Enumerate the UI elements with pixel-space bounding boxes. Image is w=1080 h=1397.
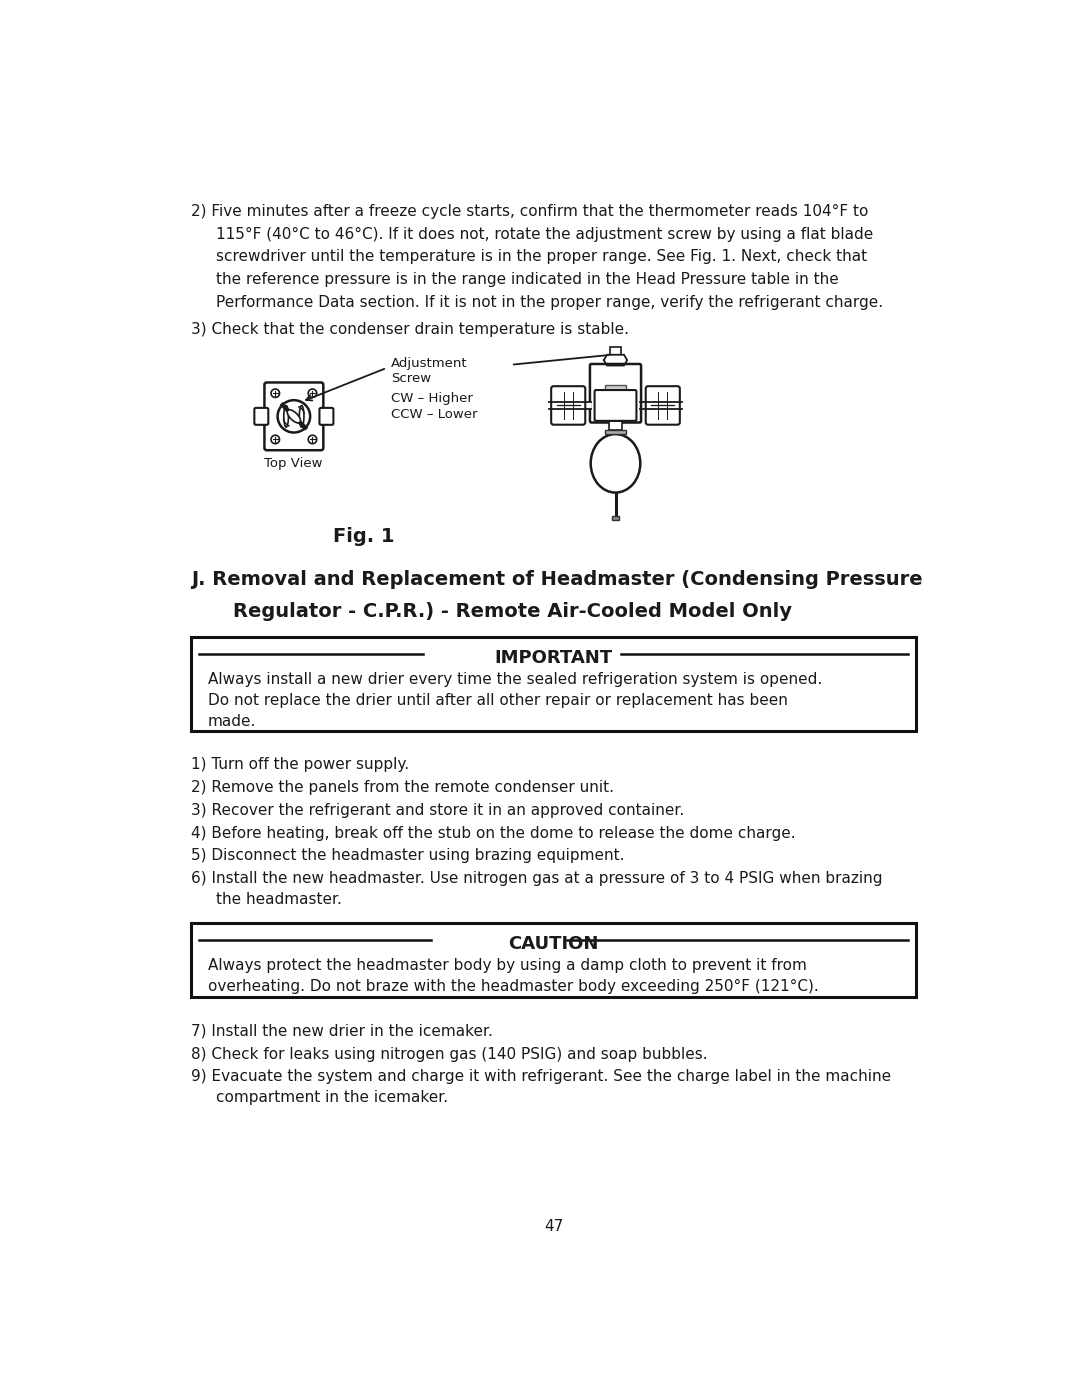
Text: made.: made. [207,714,256,729]
Text: Always protect the headmaster body by using a damp cloth to prevent it from: Always protect the headmaster body by us… [207,958,807,974]
Bar [605,386,626,391]
Bar [191,637,916,731]
Text: the reference pressure is in the range indicated in the Head Pressure table in t: the reference pressure is in the range i… [216,272,838,286]
Polygon shape [604,355,627,366]
FancyBboxPatch shape [646,386,679,425]
Bar [608,420,622,430]
Text: 2) Remove the panels from the remote condenser unit.: 2) Remove the panels from the remote con… [191,780,613,795]
Circle shape [278,400,310,433]
Circle shape [271,436,280,444]
Text: Regulator - C.P.R.) - Remote Air-Cooled Model Only: Regulator - C.P.R.) - Remote Air-Cooled … [233,602,793,620]
FancyBboxPatch shape [255,408,268,425]
Text: 1) Turn off the power supply.: 1) Turn off the power supply. [191,757,409,773]
Text: 3) Check that the condenser drain temperature is stable.: 3) Check that the condenser drain temper… [191,321,629,337]
Text: Do not replace the drier until after all other repair or replacement has been: Do not replace the drier until after all… [207,693,787,708]
Text: Performance Data section. If it is not in the proper range, verify the refrigera: Performance Data section. If it is not i… [216,295,882,310]
Circle shape [271,388,280,398]
Ellipse shape [591,434,640,493]
Circle shape [308,436,316,444]
Text: Always install a new drier every time the sealed refrigeration system is opened.: Always install a new drier every time th… [207,672,822,687]
FancyBboxPatch shape [590,365,642,422]
Text: IMPORTANT: IMPORTANT [495,648,612,666]
Text: 7) Install the new drier in the icemaker.: 7) Install the new drier in the icemaker… [191,1024,492,1039]
Text: 4) Before heating, break off the stub on the dome to release the dome charge.: 4) Before heating, break off the stub on… [191,826,796,841]
Ellipse shape [287,409,300,423]
Text: compartment in the icemaker.: compartment in the icemaker. [216,1091,448,1105]
Text: 8) Check for leaks using nitrogen gas (140 PSIG) and soap bubbles.: 8) Check for leaks using nitrogen gas (1… [191,1046,707,1062]
Text: 115°F (40°C to 46°C). If it does not, rotate the adjustment screw by using a fla: 115°F (40°C to 46°C). If it does not, ro… [216,226,873,242]
Bar [549,402,592,408]
Text: 47: 47 [544,1218,563,1234]
Text: CW – Higher: CW – Higher [391,393,473,405]
Text: Top View: Top View [265,457,323,471]
Text: Fig. 1: Fig. 1 [333,527,394,546]
Text: Adjustment: Adjustment [391,358,468,370]
Text: 9) Evacuate the system and charge it with refrigerant. See the charge label in t: 9) Evacuate the system and charge it wit… [191,1069,891,1084]
Text: 2) Five minutes after a freeze cycle starts, confirm that the thermometer reads : 2) Five minutes after a freeze cycle sta… [191,204,868,219]
Circle shape [308,388,316,398]
FancyBboxPatch shape [265,383,323,450]
Text: 5) Disconnect the headmaster using brazing equipment.: 5) Disconnect the headmaster using brazi… [191,848,624,863]
FancyBboxPatch shape [595,390,636,420]
Ellipse shape [299,405,303,427]
FancyBboxPatch shape [320,408,334,425]
Text: overheating. Do not braze with the headmaster body exceeding 250°F (121°C).: overheating. Do not braze with the headm… [207,979,819,995]
Text: screwdriver until the temperature is in the proper range. See Fig. 1. Next, chec: screwdriver until the temperature is in … [216,249,867,264]
Text: Screw: Screw [391,373,431,386]
Text: CAUTION: CAUTION [509,936,598,953]
Bar [605,430,626,434]
Text: 6) Install the new headmaster. Use nitrogen gas at a pressure of 3 to 4 PSIG whe: 6) Install the new headmaster. Use nitro… [191,872,882,886]
Bar [612,515,619,520]
Text: the headmaster.: the headmaster. [216,893,341,907]
Ellipse shape [284,405,288,427]
Text: CCW – Lower: CCW – Lower [391,408,477,420]
Text: J. Removal and Replacement of Headmaster (Condensing Pressure: J. Removal and Replacement of Headmaster… [191,570,922,588]
FancyBboxPatch shape [551,386,585,425]
Bar [191,923,916,997]
Text: 3) Recover the refrigerant and store it in an approved container.: 3) Recover the refrigerant and store it … [191,803,684,817]
Bar [610,346,621,355]
